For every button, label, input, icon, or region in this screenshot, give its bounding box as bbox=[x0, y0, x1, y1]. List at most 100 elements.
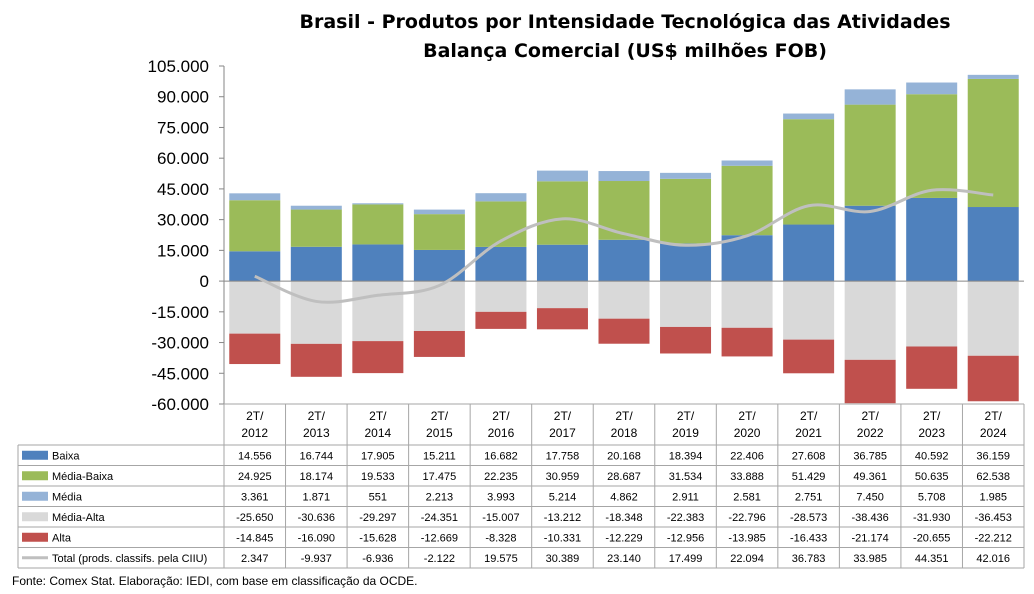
bar-alta bbox=[536, 308, 588, 330]
bar-alta bbox=[721, 327, 773, 357]
table-cell: 18.394 bbox=[669, 450, 703, 462]
bar-m-dia-baixa bbox=[290, 209, 342, 247]
table-cell: 36.785 bbox=[853, 450, 887, 462]
y-tick-label: 60.000 bbox=[157, 149, 209, 168]
bar-m-dia-baixa bbox=[967, 78, 1019, 208]
bar-m-dia-alta bbox=[967, 281, 1019, 356]
bar-m-dia bbox=[413, 209, 465, 215]
bar-m-dia bbox=[660, 172, 712, 179]
table-cell: -28.573 bbox=[790, 512, 827, 524]
table-cell: 19.533 bbox=[361, 471, 395, 483]
table-cell: 3.361 bbox=[241, 491, 269, 503]
bar-m-dia-baixa bbox=[721, 165, 773, 236]
table-cell: 5.708 bbox=[918, 491, 946, 503]
bar-m-dia-baixa bbox=[413, 214, 465, 250]
table-cell: -14.845 bbox=[236, 532, 273, 544]
bar-m-dia bbox=[783, 113, 835, 120]
bar-m-dia-alta bbox=[413, 281, 465, 331]
table-cell: -18.348 bbox=[605, 512, 642, 524]
table-cell: -13.985 bbox=[728, 532, 765, 544]
category-label: 2T/ bbox=[738, 409, 756, 423]
table-cell: 17.758 bbox=[546, 450, 580, 462]
bar-m-dia bbox=[721, 160, 773, 166]
category-label: 2T/ bbox=[246, 409, 264, 423]
legend-label-m-dia-baixa: Média-Baixa bbox=[52, 471, 114, 483]
bar-alta bbox=[598, 318, 650, 344]
data-table: 2T/2012 2T/2013 2T/2014 2T/2015 2T/2016 2T/20… bbox=[17, 403, 1025, 569]
category-label: 2T/ bbox=[923, 409, 941, 423]
y-tick-label: 30.000 bbox=[157, 211, 209, 230]
bar-m-dia-alta bbox=[352, 281, 404, 342]
bar-m-dia bbox=[229, 193, 281, 201]
table-cell: -20.655 bbox=[913, 532, 950, 544]
bar-alta bbox=[660, 326, 712, 354]
category-label: 2022 bbox=[857, 426, 884, 440]
bar-m-dia-baixa bbox=[352, 204, 404, 245]
bar-baixa bbox=[536, 244, 588, 282]
y-tick-label: 75.000 bbox=[157, 118, 209, 137]
table-cell: 3.993 bbox=[487, 491, 515, 503]
table-cell: 2.751 bbox=[795, 491, 823, 503]
table-cell: 16.744 bbox=[299, 450, 333, 462]
bar-alta bbox=[783, 339, 835, 374]
table-cell: -16.433 bbox=[790, 532, 827, 544]
table-cell: 49.361 bbox=[853, 471, 887, 483]
source-note: Fonte: Comex Stat. Elaboração: IEDI, com… bbox=[12, 574, 418, 588]
category-label: 2T/ bbox=[985, 409, 1003, 423]
table-cell: -13.212 bbox=[544, 512, 581, 524]
bar-alta bbox=[967, 355, 1019, 402]
bar-m-dia bbox=[536, 170, 588, 182]
bar-m-dia-baixa bbox=[783, 119, 835, 225]
table-cell: 22.094 bbox=[730, 553, 764, 565]
table-cell: 44.351 bbox=[915, 553, 949, 565]
table-cell: 14.556 bbox=[238, 450, 272, 462]
table-cell: 1.985 bbox=[979, 491, 1007, 503]
bar-m-dia-alta bbox=[475, 281, 527, 312]
table-cell: 33.985 bbox=[853, 553, 887, 565]
chart-title-block: Brasil - Produtos por Intensidade Tecnol… bbox=[0, 8, 1034, 66]
table-cell: -24.351 bbox=[421, 512, 458, 524]
bar-m-dia-alta bbox=[721, 281, 773, 328]
bar-baixa bbox=[229, 251, 281, 282]
table-cell: 15.211 bbox=[423, 450, 456, 462]
bar-baixa bbox=[660, 243, 712, 282]
table-cell: 62.538 bbox=[976, 471, 1010, 483]
bar-m-dia-alta bbox=[906, 281, 958, 347]
legend-label-m-dia-alta: Média-Alta bbox=[52, 512, 105, 524]
table-cell: -12.956 bbox=[667, 532, 704, 544]
category-label: 2021 bbox=[795, 426, 822, 440]
bar-m-dia bbox=[598, 171, 650, 182]
bar-baixa bbox=[906, 197, 958, 282]
table-cell: -6.936 bbox=[362, 553, 393, 565]
category-label: 2020 bbox=[734, 426, 761, 440]
table-cell: 17.905 bbox=[361, 450, 395, 462]
bar-m-dia bbox=[844, 89, 896, 105]
bar-m-dia-alta bbox=[660, 281, 712, 327]
bar-m-dia-alta bbox=[844, 281, 896, 360]
table-cell: 18.174 bbox=[299, 471, 333, 483]
table-cell: 42.016 bbox=[976, 553, 1010, 565]
table-cell: 7.450 bbox=[856, 491, 884, 503]
table-cell: 24.925 bbox=[238, 471, 272, 483]
table-cell: 17.475 bbox=[423, 471, 457, 483]
bar-alta bbox=[413, 330, 465, 357]
bar-baixa bbox=[967, 207, 1019, 282]
table-cell: -29.297 bbox=[359, 512, 396, 524]
category-label: 2T/ bbox=[615, 409, 633, 423]
legend-label-m-dia: Média bbox=[52, 491, 83, 503]
category-label: 2T/ bbox=[861, 409, 879, 423]
bar-m-dia-baixa bbox=[229, 200, 281, 252]
bar-m-dia-alta bbox=[783, 281, 835, 340]
category-label: 2T/ bbox=[492, 409, 510, 423]
bar-m-dia-alta bbox=[229, 281, 281, 334]
table-cell: 28.687 bbox=[607, 471, 641, 483]
bar-m-dia-baixa bbox=[660, 178, 712, 244]
bar-baixa bbox=[721, 235, 773, 282]
table-cell: -15.007 bbox=[482, 512, 519, 524]
legend-swatch-m-dia bbox=[22, 491, 48, 501]
table-cell: 19.575 bbox=[484, 553, 518, 565]
total-line bbox=[254, 188, 994, 304]
table-cell: 22.235 bbox=[484, 471, 518, 483]
bar-m-dia-alta bbox=[536, 281, 588, 309]
table-cell: 40.592 bbox=[915, 450, 949, 462]
